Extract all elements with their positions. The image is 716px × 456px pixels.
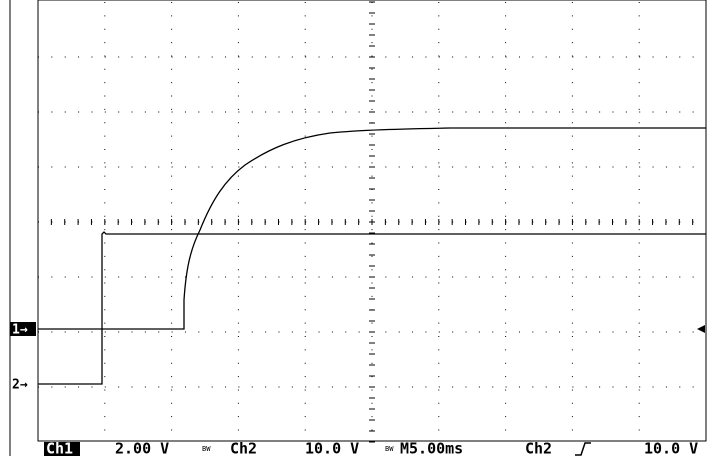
ch1-scale: 2.00 V <box>115 440 169 456</box>
trigger-level: 10.0 V <box>644 440 698 456</box>
ch2-label: Ch2 <box>230 440 257 456</box>
graticule <box>37 1 706 443</box>
ch2-scale: 10.0 V <box>305 440 359 456</box>
ch1-marker-box <box>10 322 36 336</box>
ch1-label-box <box>44 442 80 456</box>
ch2-marker: 2→ <box>12 378 28 393</box>
trigger-source: Ch2 <box>525 440 552 456</box>
ch1-marker: 1→ <box>12 323 28 338</box>
trigger-level-marker <box>697 325 705 333</box>
ch1-bw: BW <box>202 445 211 453</box>
ch2-trace <box>38 231 706 385</box>
timebase: M5.00ms <box>400 440 463 456</box>
ch1-trace <box>38 127 706 330</box>
trigger-slope-icon <box>575 442 591 456</box>
ch2-bw: BW <box>385 445 394 453</box>
ch1-label: Ch1 <box>46 440 73 456</box>
